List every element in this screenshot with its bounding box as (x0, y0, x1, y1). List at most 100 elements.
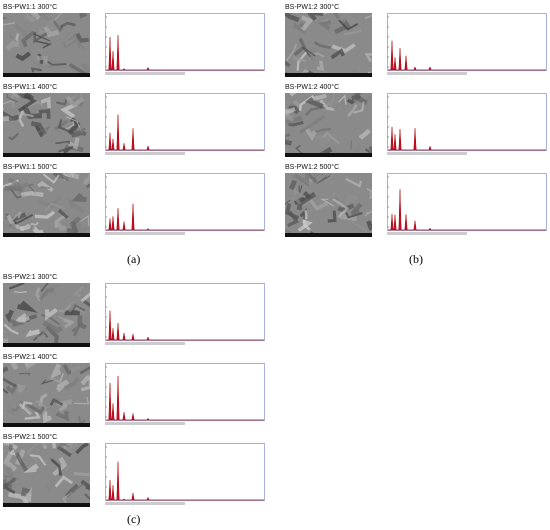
sem-texture (15, 51, 32, 62)
sem-texture (332, 150, 338, 157)
sem-bar (285, 153, 372, 157)
sem-texture (19, 223, 31, 232)
sem-texture (364, 53, 372, 62)
sem-texture (80, 374, 90, 386)
sem-texture (3, 366, 9, 373)
sem-texture (3, 443, 8, 446)
panel-title: BS-PW1:1 400°C (3, 84, 58, 91)
spectrum-footer (105, 232, 185, 235)
sem-texture (317, 20, 332, 31)
sem-texture (5, 466, 14, 480)
sem-texture (8, 444, 13, 451)
sem-texture (72, 285, 85, 298)
sem-texture (18, 185, 25, 195)
sem-texture (314, 52, 325, 58)
sem-bar (3, 233, 90, 237)
sem-texture (34, 40, 53, 49)
sem-bar (3, 73, 90, 77)
sem-texture (40, 379, 54, 385)
sem-texture (14, 23, 28, 38)
spectrum-footer (387, 232, 467, 235)
sem-texture (57, 445, 72, 458)
sem-texture (3, 477, 17, 490)
sem-texture (55, 379, 70, 393)
sem-texture (43, 283, 59, 297)
sem-image (285, 93, 372, 157)
eds-spectrum (105, 93, 265, 155)
sem-texture (3, 111, 20, 122)
sem-texture (23, 487, 32, 502)
sem-texture (36, 334, 46, 339)
sem-texture (37, 126, 50, 137)
sem-texture (67, 137, 80, 150)
sem-texture (332, 198, 350, 218)
sem-texture (70, 365, 81, 373)
panel-title: BS-PW1:1 300°C (3, 4, 58, 11)
sem-texture (59, 21, 76, 29)
sem-texture (66, 443, 79, 454)
sem-texture (285, 199, 291, 205)
sem-texture (286, 210, 300, 228)
sem-texture (71, 192, 87, 203)
sem-texture (84, 493, 90, 501)
sem-texture (3, 451, 18, 472)
sem-texture (65, 95, 85, 108)
sem-image (285, 13, 372, 77)
sem-texture (307, 173, 318, 184)
sem-texture (309, 93, 327, 102)
spectrum-peaks (106, 203, 264, 231)
sem-texture (345, 212, 363, 219)
sem-texture (63, 318, 76, 329)
sem-texture (31, 226, 45, 237)
sem-texture (366, 187, 372, 199)
sem-texture (16, 383, 26, 393)
panel-title: BS-PW1:2 400°C (285, 84, 340, 91)
sem-texture (45, 481, 54, 493)
eds-spectrum (105, 173, 265, 235)
sem-texture (351, 220, 368, 234)
sem-texture (3, 26, 7, 34)
sem-texture (5, 404, 16, 416)
sem-texture (338, 94, 347, 105)
spectrum-frame (105, 173, 265, 231)
sem-texture (80, 63, 90, 74)
spectrum-frame (105, 363, 265, 421)
sem-texture (80, 377, 90, 392)
sem-texture (287, 120, 304, 127)
sem-texture (58, 301, 75, 313)
sem-texture (53, 219, 67, 231)
spectrum-footer (105, 422, 185, 425)
sem-texture (45, 325, 59, 344)
sem-texture (75, 32, 89, 43)
panel-label: (b) (409, 252, 423, 266)
sem-texture (350, 132, 357, 139)
sem-texture (28, 363, 37, 367)
sem-texture (34, 399, 48, 416)
sem-texture (323, 18, 329, 22)
sem-texture (10, 93, 20, 99)
sem-texture (285, 111, 294, 122)
sem-texture (285, 60, 291, 68)
sem-texture (20, 112, 34, 118)
sem-texture (55, 411, 69, 422)
sem-texture (313, 127, 332, 134)
sem-texture (364, 14, 372, 19)
sem-texture (319, 99, 336, 111)
sem-texture (51, 443, 56, 449)
sem-texture (3, 22, 16, 26)
sem-texture (41, 313, 61, 326)
sem-texture (314, 134, 336, 147)
spectrum-footer (105, 342, 185, 345)
sem-texture (299, 114, 326, 134)
sem-texture (293, 22, 306, 35)
sem-texture (57, 149, 64, 157)
sem-texture (368, 190, 372, 199)
sem-texture (307, 46, 318, 53)
sem-texture (333, 13, 340, 19)
spectrum-footer (105, 72, 185, 75)
sem-texture (3, 221, 15, 229)
sem-texture (18, 402, 32, 416)
sem-texture (71, 93, 81, 105)
sem-texture (37, 195, 63, 209)
sem-texture (8, 492, 30, 507)
